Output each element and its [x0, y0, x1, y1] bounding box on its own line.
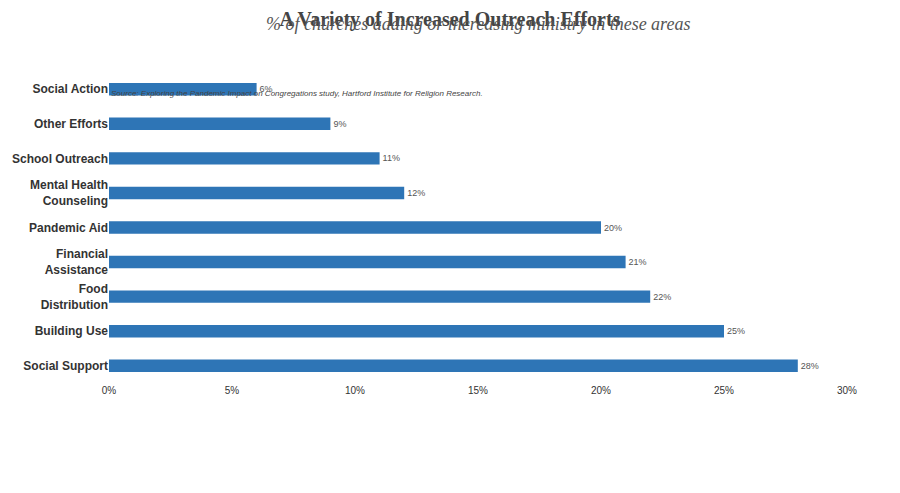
svg-text:5%: 5% — [225, 385, 240, 396]
svg-text:11%: 11% — [383, 153, 400, 163]
svg-text:A Variety of Increased Outreac: A Variety of Increased Outreach Efforts — [280, 8, 621, 31]
svg-text:FoodDistribution: FoodDistribution — [41, 282, 108, 312]
svg-text:12%: 12% — [407, 188, 425, 198]
svg-text:15%: 15% — [468, 385, 488, 396]
svg-text:20%: 20% — [604, 223, 622, 233]
svg-text:Social Support: Social Support — [23, 359, 108, 373]
svg-text:9%: 9% — [333, 119, 346, 129]
svg-text:FinancialAssistance: FinancialAssistance — [45, 247, 109, 277]
svg-text:Pandemic Aid: Pandemic Aid — [29, 221, 108, 235]
svg-text:Social Action: Social Action — [32, 82, 108, 96]
svg-text:30%: 30% — [837, 385, 857, 396]
svg-text:Building Use: Building Use — [35, 324, 109, 338]
svg-text:22%: 22% — [653, 292, 671, 302]
svg-text:20%: 20% — [591, 385, 611, 396]
svg-text:School Outreach: School Outreach — [12, 152, 108, 166]
svg-text:Source: Exploring the Pandemic: Source: Exploring the Pandemic Impact on… — [111, 89, 483, 98]
svg-text:25%: 25% — [727, 326, 745, 336]
svg-text:21%: 21% — [629, 257, 647, 267]
svg-text:6%: 6% — [260, 84, 273, 94]
svg-text:25%: 25% — [714, 385, 734, 396]
svg-text:28%: 28% — [801, 361, 819, 371]
svg-text:0%: 0% — [102, 385, 117, 396]
svg-text:10%: 10% — [345, 385, 365, 396]
svg-text:% of churches adding or increa: % of churches adding or increasing minis… — [266, 14, 690, 34]
svg-text:Mental HealthCounseling: Mental HealthCounseling — [30, 178, 108, 208]
svg-text:Other Efforts: Other Efforts — [34, 117, 108, 131]
